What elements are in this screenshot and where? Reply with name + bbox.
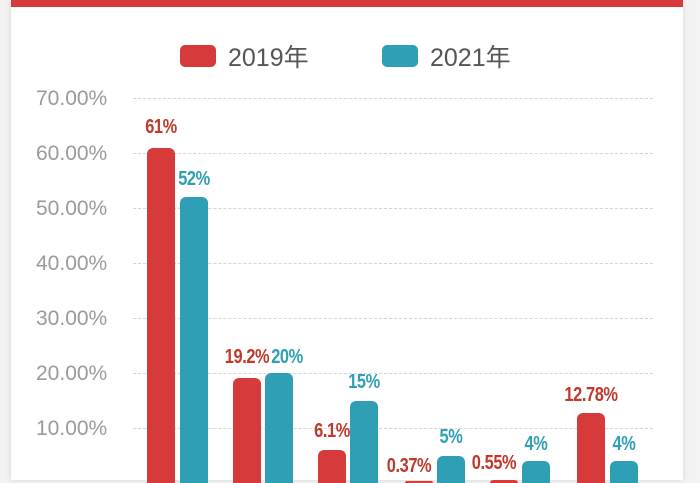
- gridline-50: [133, 208, 653, 209]
- y-tick-30: 30.00%: [36, 307, 108, 330]
- gridline-60: [133, 153, 653, 154]
- gridline-20: [133, 373, 653, 374]
- gridline-70: [133, 98, 653, 99]
- legend-label-2021: 2021年: [430, 44, 511, 72]
- bar-2021-group1: [180, 197, 208, 483]
- legend-item-2019: 2019年: [180, 38, 309, 74]
- bar-label-2021-group5: 4%: [524, 433, 548, 455]
- legend: 2019年 2021年: [0, 38, 700, 72]
- y-tick-70: 70.00%: [36, 87, 108, 110]
- bar-2021-group6: [610, 461, 638, 483]
- bar-label-2021-group1: 52%: [178, 168, 210, 190]
- legend-swatch-2019: [180, 45, 216, 67]
- bar-label-2019-group4: 0.37%: [386, 455, 432, 477]
- y-tick-20: 20.00%: [36, 362, 108, 385]
- bar-label-2021-group3: 15%: [348, 371, 380, 393]
- bar-label-2019-group5: 0.55%: [471, 452, 517, 474]
- legend-label-2019: 2019年: [228, 44, 309, 72]
- gridline-40: [133, 263, 653, 264]
- y-tick-60: 60.00%: [36, 142, 108, 165]
- y-tick-10: 10.00%: [36, 417, 108, 440]
- legend-swatch-2021: [382, 45, 418, 67]
- bar-2019-group1: [147, 148, 175, 483]
- y-tick-50: 50.00%: [36, 197, 108, 220]
- header-bar: [11, 0, 683, 7]
- bar-label-2019-group3: 6.1%: [314, 420, 350, 442]
- bar-2021-group3: [350, 401, 378, 483]
- bar-2019-group2: [233, 378, 261, 483]
- legend-item-2021: 2021年: [382, 38, 511, 74]
- bar-label-2019-group6: 12.78%: [564, 384, 618, 406]
- y-tick-40: 40.00%: [36, 252, 108, 275]
- bar-label-2019-group2: 19.2%: [224, 346, 270, 368]
- gridline-30: [133, 318, 653, 319]
- gridline-10: [133, 428, 653, 429]
- bar-label-2019-group1: 61%: [145, 116, 177, 138]
- bar-label-2021-group4: 5%: [439, 426, 463, 448]
- bar-label-2021-group2: 20%: [271, 346, 303, 368]
- chart-card: [11, 0, 683, 480]
- bar-2021-group5: [522, 461, 550, 483]
- bar-2019-group3: [318, 450, 346, 483]
- bar-label-2021-group6: 4%: [612, 433, 636, 455]
- bar-2021-group2: [265, 373, 293, 483]
